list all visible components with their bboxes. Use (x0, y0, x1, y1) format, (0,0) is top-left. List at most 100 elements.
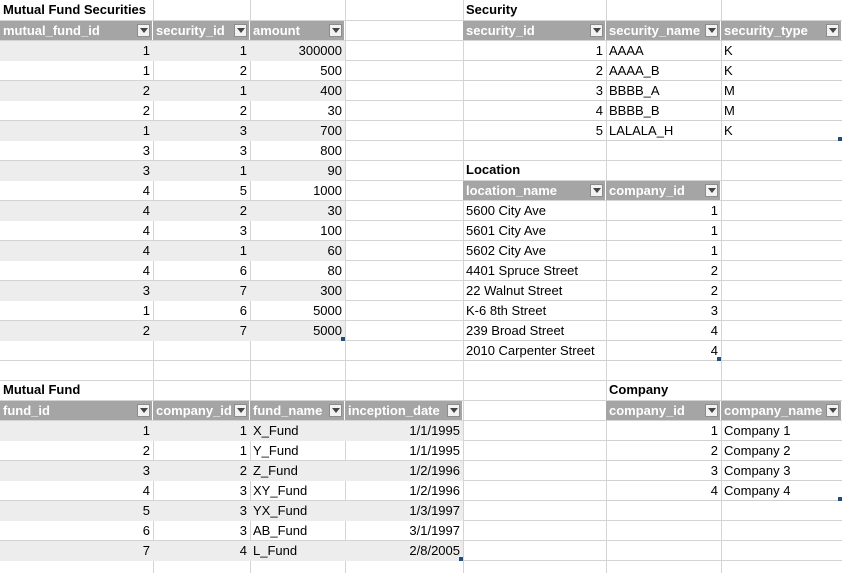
mutual-fund-securities-cell[interactable]: 2 (142, 83, 150, 98)
location-cell[interactable]: 5600 City Ave (466, 203, 546, 218)
location-cell[interactable]: K-6 8th Street (466, 303, 547, 318)
mutual-fund-cell[interactable]: 2/8/2005 (409, 543, 460, 558)
mutual-fund-securities-cell[interactable]: 2 (239, 103, 247, 118)
company-cell[interactable]: Company 2 (724, 443, 791, 458)
filter-dropdown-icon[interactable] (590, 24, 603, 37)
mutual-fund-cell[interactable]: 1/2/1996 (409, 483, 460, 498)
mutual-fund-securities-cell[interactable]: 700 (320, 123, 342, 138)
mutual-fund-cell[interactable]: Z_Fund (253, 463, 298, 478)
mutual-fund-cell[interactable]: XY_Fund (253, 483, 308, 498)
mutual-fund-securities-cell[interactable]: 30 (327, 203, 342, 218)
location-header-location-name[interactable]: location_name (463, 181, 605, 200)
mutual-fund-cell[interactable]: 1 (142, 423, 150, 438)
filter-dropdown-icon[interactable] (590, 184, 603, 197)
table-resize-handle[interactable] (341, 337, 345, 341)
security-cell[interactable]: K (724, 63, 733, 78)
mutual-fund-securities-cell[interactable]: 100 (320, 223, 342, 238)
mutual-fund-securities-cell[interactable]: 7 (239, 283, 247, 298)
filter-dropdown-icon[interactable] (826, 24, 839, 37)
mutual-fund-securities-cell[interactable]: 300 (320, 283, 342, 298)
mutual-fund-cell[interactable]: Y_Fund (253, 443, 299, 458)
security-header-security-name[interactable]: security_name (606, 21, 720, 40)
mutual-fund-securities-cell[interactable]: 1 (239, 43, 247, 58)
mutual-fund-securities-cell[interactable]: 4 (142, 243, 150, 258)
security-cell[interactable]: M (724, 103, 735, 118)
location-cell[interactable]: 1 (710, 243, 718, 258)
mutual-fund-cell[interactable]: 1 (239, 443, 247, 458)
location-cell[interactable]: 4 (710, 343, 718, 358)
mutual-fund-cell[interactable]: 5 (142, 503, 150, 518)
table-resize-handle[interactable] (838, 137, 842, 141)
mutual-fund-cell[interactable]: 1/1/1995 (409, 423, 460, 438)
company-header-company-name[interactable]: company_name (721, 401, 841, 420)
security-cell[interactable]: AAAA (609, 43, 644, 58)
company-cell[interactable]: 2 (710, 443, 718, 458)
location-cell[interactable]: 4 (710, 323, 718, 338)
mutual-fund-securities-cell[interactable]: 90 (327, 163, 342, 178)
mutual-fund-cell[interactable]: 3/1/1997 (409, 523, 460, 538)
mutual-fund-cell[interactable]: 3 (142, 463, 150, 478)
filter-dropdown-icon[interactable] (234, 24, 247, 37)
mutual-fund-securities-cell[interactable]: 5 (239, 183, 247, 198)
mutual-fund-securities-cell[interactable]: 6 (239, 263, 247, 278)
location-cell[interactable]: 1 (710, 223, 718, 238)
table-resize-handle[interactable] (838, 497, 842, 501)
filter-dropdown-icon[interactable] (234, 404, 247, 417)
location-cell[interactable]: 239 Broad Street (466, 323, 565, 338)
mutual-fund-cell[interactable]: 3 (239, 503, 247, 518)
mutual-fund-securities-cell[interactable]: 1 (239, 163, 247, 178)
filter-dropdown-icon[interactable] (137, 24, 150, 37)
filter-dropdown-icon[interactable] (705, 404, 718, 417)
mutual-fund-securities-cell[interactable]: 5000 (313, 323, 342, 338)
security-cell[interactable]: AAAA_B (609, 63, 660, 78)
mutual-fund-cell[interactable]: 1 (239, 423, 247, 438)
security-header-security-id[interactable]: security_id (463, 21, 605, 40)
mutual-fund-securities-cell[interactable]: 7 (239, 323, 247, 338)
mutual-fund-securities-cell[interactable]: 5000 (313, 303, 342, 318)
security-cell[interactable]: K (724, 123, 733, 138)
mutual-fund-cell[interactable]: 7 (142, 543, 150, 558)
mutual-fund-cell[interactable]: 6 (142, 523, 150, 538)
location-cell[interactable]: 22 Walnut Street (466, 283, 563, 298)
location-cell[interactable]: 3 (710, 303, 718, 318)
mutual-fund-securities-cell[interactable]: 1 (239, 83, 247, 98)
mutual-fund-securities-cell[interactable]: 3 (239, 143, 247, 158)
security-cell[interactable]: 5 (595, 123, 603, 138)
mutual-fund-header-inception-date[interactable]: inception_date (345, 401, 462, 420)
mutual-fund-securities-cell[interactable]: 3 (142, 283, 150, 298)
filter-dropdown-icon[interactable] (705, 24, 718, 37)
mutual-fund-securities-cell[interactable]: 1 (142, 303, 150, 318)
filter-dropdown-icon[interactable] (826, 404, 839, 417)
security-header-security-type[interactable]: security_type (721, 21, 841, 40)
mutual-fund-cell[interactable]: X_Fund (253, 423, 299, 438)
mutual-fund-header-fund-name[interactable]: fund_name (250, 401, 344, 420)
mutual-fund-cell[interactable]: 4 (239, 543, 247, 558)
company-cell[interactable]: 3 (710, 463, 718, 478)
mutual-fund-securities-cell[interactable]: 4 (142, 223, 150, 238)
security-cell[interactable]: BBBB_A (609, 83, 660, 98)
mutual-fund-securities-cell[interactable]: 30 (327, 103, 342, 118)
mutual-fund-securities-cell[interactable]: 1 (142, 43, 150, 58)
location-cell[interactable]: 4401 Spruce Street (466, 263, 579, 278)
location-cell[interactable]: 2010 Carpenter Street (466, 343, 595, 358)
security-cell[interactable]: LALALA_H (609, 123, 674, 138)
mutual-fund-securities-cell[interactable]: 1 (142, 63, 150, 78)
mutual-fund-header-fund-id[interactable]: fund_id (0, 401, 152, 420)
mutual-fund-securities-cell[interactable]: 4 (142, 263, 150, 278)
company-cell[interactable]: 1 (710, 423, 718, 438)
mutual-fund-cell[interactable]: 1/3/1997 (409, 503, 460, 518)
mutual-fund-securities-header-security-id[interactable]: security_id (153, 21, 249, 40)
security-cell[interactable]: 2 (595, 63, 603, 78)
mutual-fund-cell[interactable]: 3 (239, 483, 247, 498)
location-cell[interactable]: 2 (710, 263, 718, 278)
security-cell[interactable]: 3 (595, 83, 603, 98)
mutual-fund-securities-cell[interactable]: 1000 (313, 183, 342, 198)
mutual-fund-securities-cell[interactable]: 2 (142, 103, 150, 118)
table-resize-handle[interactable] (459, 557, 463, 561)
mutual-fund-cell[interactable]: L_Fund (253, 543, 298, 558)
location-cell[interactable]: 1 (710, 203, 718, 218)
location-cell[interactable]: 5602 City Ave (466, 243, 546, 258)
security-cell[interactable]: BBBB_B (609, 103, 660, 118)
mutual-fund-cell[interactable]: 2 (142, 443, 150, 458)
